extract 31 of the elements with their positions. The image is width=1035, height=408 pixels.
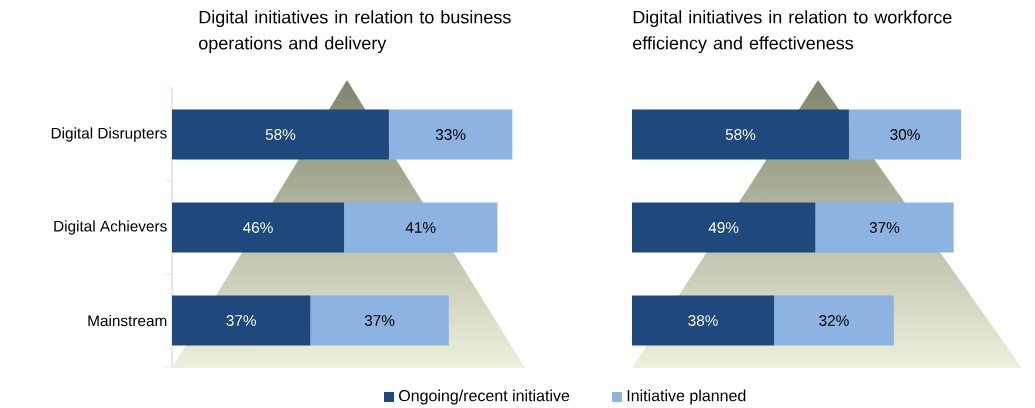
data-label: 58%: [265, 129, 296, 140]
chart-title: Digital initiatives in relation to business operations and delivery: [199, 10, 511, 54]
bar: [344, 202, 498, 253]
data-label: 37%: [364, 315, 395, 326]
bar: [388, 109, 513, 160]
data-label: 32%: [819, 315, 849, 326]
chart-title: Digital initiatives in relation to workforce efficiency and effectiveness: [633, 10, 952, 54]
data-label: 46%: [243, 222, 273, 233]
bar: [632, 295, 775, 346]
data-label: 33%: [435, 129, 466, 140]
legend-label: Initiative planned: [627, 389, 746, 405]
legend-label: Ongoing/recent initiative: [399, 389, 570, 405]
bar: [172, 109, 389, 160]
y-tick-label: Mainstream: [88, 314, 167, 327]
data-label: 37%: [226, 315, 256, 326]
data-label: 58%: [725, 129, 756, 140]
bar: [815, 202, 954, 253]
bar: [172, 295, 311, 346]
bar: [848, 109, 962, 160]
y-tick-label: Digital Achievers: [54, 220, 167, 235]
data-label: 38%: [688, 315, 718, 326]
data-label: 30%: [890, 129, 920, 140]
data-label: 37%: [869, 222, 900, 233]
bar: [310, 295, 449, 346]
bar: [774, 295, 894, 346]
bar: [632, 202, 816, 253]
bar: [172, 202, 345, 253]
y-tick-label: Digital Disrupters: [51, 127, 167, 142]
data-label: 49%: [708, 222, 739, 233]
data-label: 41%: [405, 222, 436, 233]
bar: [632, 109, 849, 160]
